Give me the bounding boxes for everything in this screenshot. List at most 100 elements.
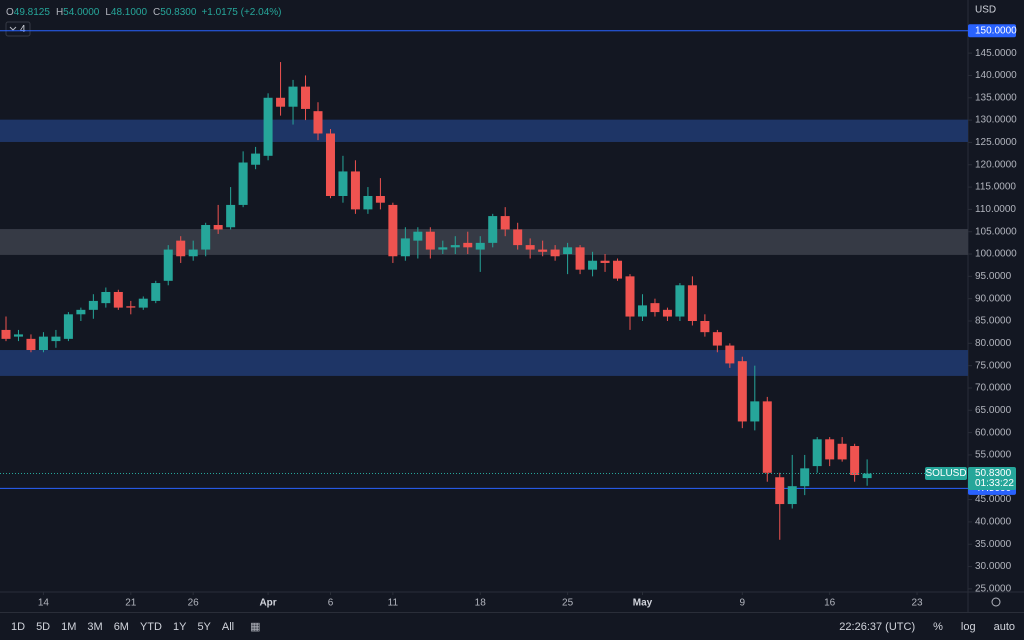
candle-body <box>425 231 435 250</box>
x-tick-label: 26 <box>188 598 200 609</box>
y-tick-label: 140.0000 <box>975 70 1017 81</box>
y-tick-label: 70.0000 <box>975 383 1012 394</box>
indicator-count: 4 <box>20 24 26 35</box>
candle-body <box>26 338 36 351</box>
candle-body <box>737 361 747 422</box>
y-tick-label: 100.0000 <box>975 249 1017 260</box>
x-tick-label: 14 <box>38 598 50 609</box>
y-tick-label: 110.0000 <box>975 204 1016 215</box>
y-tick-label: 90.0000 <box>975 293 1012 304</box>
x-tick-label: May <box>633 598 653 609</box>
price-line-label-bg <box>968 24 1016 38</box>
candle-body <box>188 249 198 257</box>
candle-body <box>600 260 610 263</box>
candle-body <box>413 231 423 241</box>
candle-body <box>825 439 835 460</box>
symbol-label-bg <box>925 467 967 481</box>
y-tick-label: 135.0000 <box>975 92 1017 103</box>
symbol-label: SOLUSD <box>925 468 966 479</box>
chart: USD 4 O49.8125 H54.0000 L48.1000 C50.8300 +1… <box>0 0 1024 613</box>
candle-body <box>350 171 360 210</box>
range-button[interactable]: 5D <box>36 620 51 633</box>
ohlc-key: O <box>6 7 14 18</box>
y-tick-label: 85.0000 <box>975 316 1012 327</box>
current-price-label: 50.8300 <box>975 468 1012 479</box>
date-range-icon[interactable]: ▦ <box>250 621 261 633</box>
scale-option[interactable]: auto <box>993 620 1015 633</box>
x-tick-label: 21 <box>125 598 137 609</box>
y-tick-label: 75.0000 <box>975 360 1012 371</box>
x-tick-label: 6 <box>328 598 334 609</box>
countdown: 01:33:22 <box>975 478 1014 489</box>
candle-body <box>812 439 822 467</box>
candle-body <box>787 486 797 505</box>
y-tick-label: 145.0000 <box>975 48 1017 59</box>
settings-icon[interactable] <box>991 597 1001 607</box>
candle-body <box>313 111 323 134</box>
y-tick-label: 125.0000 <box>975 137 1017 148</box>
candle-body <box>662 309 672 317</box>
candle-body <box>113 291 123 308</box>
x-tick-label: 18 <box>475 598 487 609</box>
candle-body <box>1 329 11 339</box>
ohlc-header: O49.8125 H54.0000 L48.1000 C50.8300 +1.0175 … <box>6 7 282 18</box>
candle-body <box>800 468 810 487</box>
candle-body <box>500 216 510 230</box>
candle-body <box>563 247 573 255</box>
y-tick-label: 80.0000 <box>975 338 1012 349</box>
zone <box>0 119 968 142</box>
ohlc-value: 54.0000 <box>63 7 100 18</box>
candle-body <box>301 86 311 109</box>
candle-body <box>637 305 647 317</box>
range-button[interactable]: 1Y <box>172 620 187 633</box>
candle-body <box>762 401 772 473</box>
range-button[interactable]: 1D <box>11 620 26 633</box>
candle-body <box>38 336 48 351</box>
candle-body <box>450 245 460 248</box>
range-button[interactable]: All <box>221 620 235 633</box>
clock: 22:26:37 (UTC) <box>839 620 916 633</box>
price-line-label: 150.0000 <box>975 25 1017 36</box>
y-tick-label: 25.0000 <box>975 584 1012 595</box>
y-tick-label: 40.0000 <box>975 517 1012 528</box>
y-tick-label: 65.0000 <box>975 405 1012 416</box>
candle-body <box>650 303 660 313</box>
candle-body <box>712 332 722 346</box>
candle-body <box>101 291 111 304</box>
candle-body <box>13 334 23 337</box>
y-tick-label: 115.0000 <box>975 182 1016 193</box>
candle-body <box>625 276 635 317</box>
candle-body <box>238 162 248 205</box>
scale-option[interactable]: % <box>933 620 943 633</box>
candle-body <box>63 314 73 339</box>
x-tick-label: 16 <box>824 598 836 609</box>
currency: USD <box>975 5 996 16</box>
candle-body <box>400 238 410 257</box>
candle-body <box>775 477 785 505</box>
range-button[interactable]: 5Y <box>197 620 211 633</box>
y-tick-label: 55.0000 <box>975 450 1012 461</box>
candle-body <box>51 336 61 342</box>
range-button[interactable]: 3M <box>87 620 103 633</box>
candle-body <box>176 240 186 257</box>
indicator-toggle[interactable]: 4 <box>5 21 31 37</box>
y-tick-label: 130.0000 <box>975 115 1017 126</box>
candle-body <box>750 401 760 422</box>
candle-body <box>163 249 173 281</box>
scale-option[interactable]: log <box>960 620 976 633</box>
x-tick-label: 23 <box>911 598 923 609</box>
range-button[interactable]: 1M <box>61 620 77 633</box>
y-tick-label: 105.0000 <box>975 226 1017 237</box>
candle-body <box>525 245 535 250</box>
zone <box>0 229 968 255</box>
y-tick-label: 30.0000 <box>975 561 1012 572</box>
range-button[interactable]: 6M <box>113 620 129 633</box>
x-tick-label: Apr <box>259 598 276 609</box>
ohlc-key: C <box>153 7 160 18</box>
candle-body <box>251 153 261 165</box>
candle-body <box>488 216 498 243</box>
range-button[interactable]: YTD <box>139 620 162 633</box>
ohlc-value: 48.1000 <box>111 7 148 18</box>
y-tick-label: 95.0000 <box>975 271 1012 282</box>
